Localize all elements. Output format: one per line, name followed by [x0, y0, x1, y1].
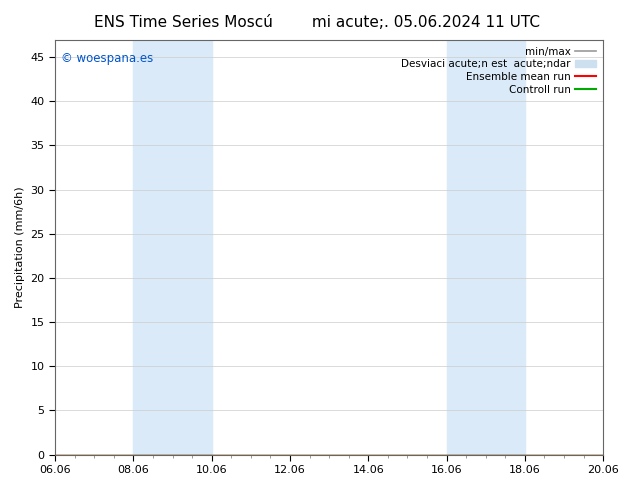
Y-axis label: Precipitation (mm/6h): Precipitation (mm/6h)	[15, 186, 25, 308]
Bar	[446, 40, 525, 455]
Text: ENS Time Series Moscú        mi acute;. 05.06.2024 11 UTC: ENS Time Series Moscú mi acute;. 05.06.2…	[94, 15, 540, 30]
Text: © woespana.es: © woespana.es	[61, 52, 153, 65]
Legend: min/max, Desviaci acute;n est  acute;ndar, Ensemble mean run, Controll run: min/max, Desviaci acute;n est acute;ndar…	[399, 45, 598, 97]
Bar	[133, 40, 212, 455]
